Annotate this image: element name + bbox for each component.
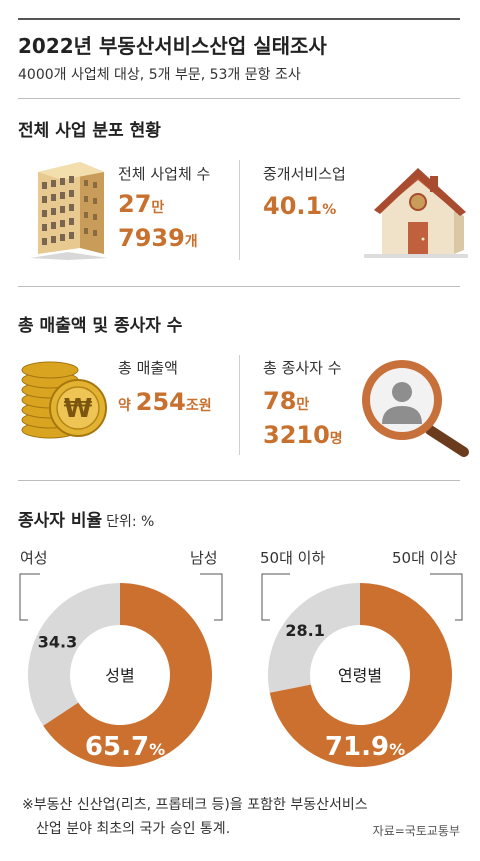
donut-center-label: 성별 [105,666,134,685]
business-count-line1: 27만 [118,190,165,218]
donut-value-label: 28.1 [285,621,324,640]
donut-age-label-1: 50대 이상 [392,549,457,567]
divider [18,480,460,481]
donut-value-label: 34.3 [38,632,77,651]
employees-line1: 78만 [263,387,310,415]
vertical-divider [239,160,240,260]
callout-line [200,573,223,621]
source-credit: 자료=국토교통부 [372,824,460,838]
section-title-revenue: 총 매출액 및 종사자 수 [18,316,183,336]
page-title: 2022년 부동산서비스산업 실태조사 [18,34,327,58]
divider [18,286,460,287]
building-icon [28,158,110,260]
footnote: ※부동산 신산업(리츠, 프롭테크 등)을 포함한 부동산서비스 산업 분야 최… [22,793,462,841]
footnote-line1: ※부동산 신산업(리츠, 프롭테크 등)을 포함한 부동산서비스 [22,797,368,813]
divider [18,98,460,99]
callout-line [19,573,40,621]
callout-line [261,573,290,621]
footnote-line2: 산업 분야 최초의 국가 승인 통계. [36,821,231,837]
brokerage-value: 40.1% [263,192,337,220]
employees-line2: 3210명 [263,421,343,449]
ratio-title: 종사자 비율 [18,511,103,531]
section-title-ratio: 종사자 비율 단위: % [18,506,154,531]
brokerage-label: 중개서비스업 [263,165,346,183]
donut-slice-50대 이하 [268,583,360,693]
business-count-line2: 7939개 [118,224,198,252]
ratio-unit: 단위: % [106,514,155,530]
magnifier-person-icon [356,352,472,460]
business-count-label: 전체 사업체 수 [118,165,211,183]
donut-slice-50대 이상 [269,583,452,767]
donut-gender: 34.3 65.7% 성별 [27,583,212,767]
house-icon [360,158,470,260]
coins-icon: ₩ [20,356,110,442]
revenue-value: 약 254조원 [118,388,212,416]
page-subtitle: 4000개 사업체 대상, 5개 부문, 53개 문항 조사 [18,67,301,83]
donut-age: 28.1 71.9% 연령별 [268,583,452,767]
donut-value-label: 65.7% [85,732,165,762]
vertical-divider [239,355,240,455]
employees-label: 총 종사자 수 [263,359,342,377]
donut-center-label: 연령별 [338,666,382,685]
revenue-label: 총 매출액 [118,359,178,377]
donut-gender-label-1: 남성 [190,549,218,567]
svg-text:₩: ₩ [64,394,93,424]
donut-value-label: 71.9% [325,732,405,762]
donut-slice-여성 [27,583,120,726]
donut-charts: 여성 남성 34.3 65.7% 성별 50대 이하 50대 이상 28.1 71.9… [19,549,463,767]
section-title-distribution: 전체 사업 분포 현황 [18,121,161,141]
donut-age-label-0: 50대 이하 [260,549,325,567]
donut-gender-label-0: 여성 [20,549,48,567]
top-rule [18,18,460,20]
donut-slice-남성 [43,583,212,767]
callout-line [430,573,463,621]
